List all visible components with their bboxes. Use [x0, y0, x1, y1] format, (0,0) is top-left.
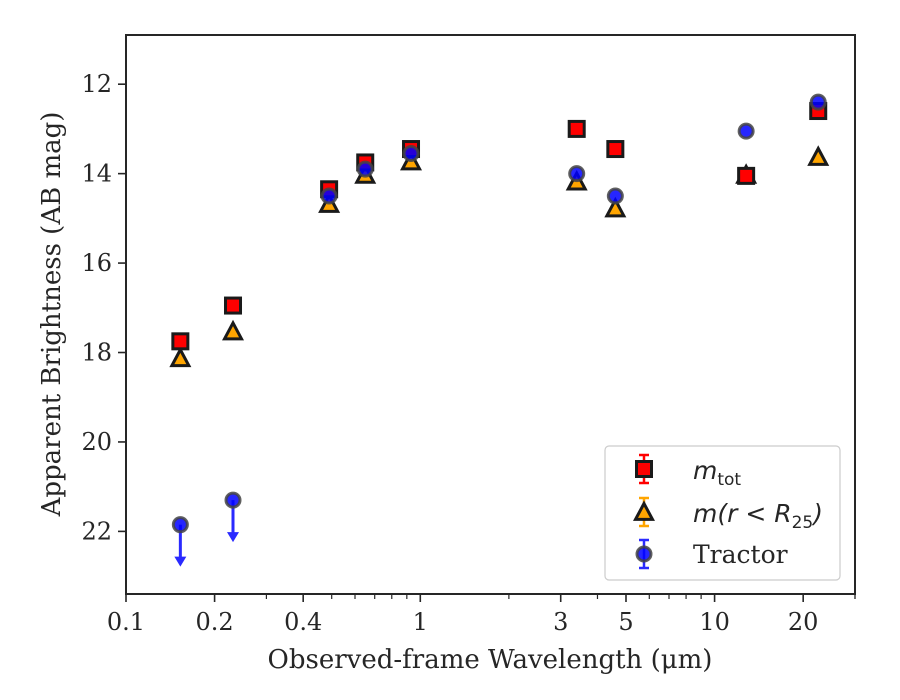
- tractor-point-8: [809, 93, 827, 111]
- legend-r25-main: m(r < R: [693, 499, 792, 528]
- y-tick-label-3: 18: [81, 339, 112, 367]
- legend-tot-main: m: [693, 456, 717, 485]
- legend-r25-sub: 25: [792, 513, 814, 533]
- x-tick-label-1: 0.2: [196, 608, 234, 636]
- y-tick-label-4: 20: [81, 428, 112, 456]
- x-tick-label-3: 1: [413, 608, 428, 636]
- x-axis-title: Observed-frame Wavelength (μm): [268, 645, 713, 675]
- x-axis: 0.1 0.2 0.4 1 3 5 10 20: [107, 594, 856, 636]
- legend: mtot m(r < R25) Tractor: [604, 445, 841, 581]
- x-tick-label-2: 0.4: [284, 608, 322, 636]
- tractor-point-4: [402, 145, 420, 163]
- legend-r25-close: ): [811, 499, 823, 528]
- tractor-point-1: [224, 491, 242, 509]
- tractor-point-5: [568, 165, 586, 183]
- x-tick-label-7: 20: [788, 608, 819, 636]
- y-tick-label-5: 22: [81, 517, 112, 545]
- y-axis-title: Apparent Brightness (AB mag): [37, 112, 67, 518]
- legend-r25-marker: [632, 500, 656, 521]
- legend-label-tractor: Tractor: [693, 540, 788, 569]
- mtot-point-0: [171, 332, 190, 351]
- tractor-point-0: [171, 516, 189, 534]
- tractor-point-7: [737, 122, 755, 140]
- mtot-point-7: [737, 166, 756, 185]
- legend-markers: [632, 453, 656, 570]
- x-tick-label-0: 0.1: [107, 608, 145, 636]
- y-tick-label-0: 12: [81, 70, 112, 98]
- mr25-point-0: [169, 346, 192, 368]
- legend-tot-marker: [635, 460, 653, 478]
- tractor-limit-arrow-0: [174, 556, 187, 567]
- x-tick-label-5: 5: [618, 608, 633, 636]
- tractor-point-6: [606, 187, 624, 205]
- plot-frame: [125, 34, 856, 595]
- mr25-point-1: [222, 319, 245, 341]
- tractor-point-3: [356, 160, 374, 178]
- mtot-point-6: [606, 140, 625, 159]
- legend-tractor-marker: [635, 545, 653, 563]
- legend-label-r25: m(r < R25): [693, 499, 823, 533]
- y-tick-label-2: 16: [81, 249, 112, 277]
- y-tick-label-1: 14: [81, 160, 112, 188]
- marks-layer: [169, 93, 830, 567]
- x-tick-label-4: 3: [553, 608, 568, 636]
- mr25-point-8: [807, 145, 830, 166]
- tractor-limit-arrow-1: [227, 532, 240, 543]
- y-axis: 12 14 16 18 20 22: [81, 70, 126, 545]
- mtot-point-5: [567, 119, 586, 138]
- mr25-point-6: [604, 196, 627, 218]
- legend-label-tot: mtot: [693, 456, 741, 490]
- legend-box: [604, 445, 841, 581]
- tractor-point-2: [320, 187, 338, 205]
- legend-tot-sub: tot: [717, 470, 741, 490]
- x-tick-label-6: 10: [699, 608, 730, 636]
- mtot-point-1: [224, 296, 243, 315]
